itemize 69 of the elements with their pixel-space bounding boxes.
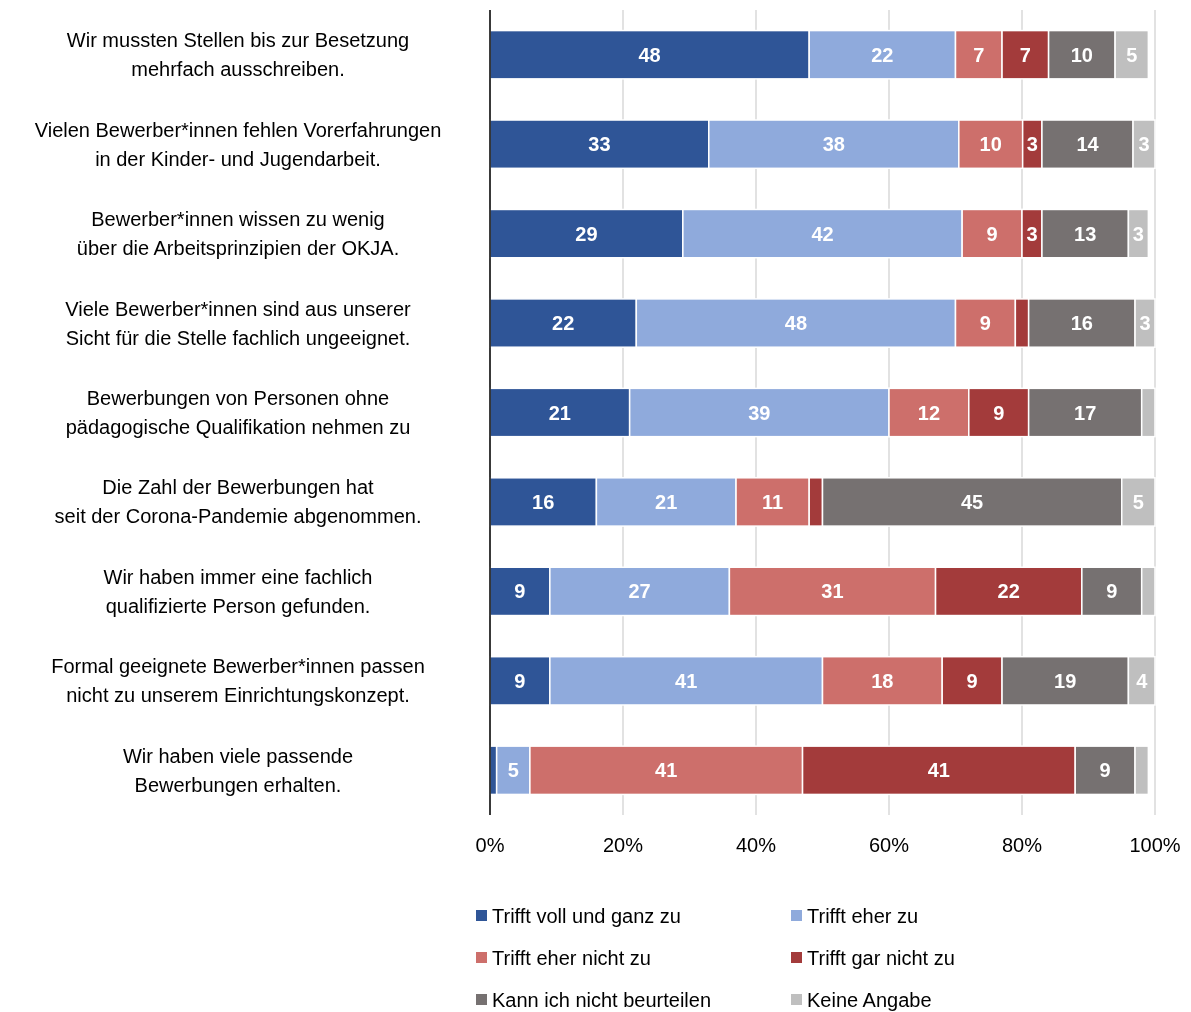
data-label: 3 [1026,222,1038,245]
data-label: 22 [552,312,575,335]
data-label: 3 [1026,133,1038,156]
data-label: 16 [532,490,555,513]
x-tick-label: 100% [1129,834,1181,856]
data-label: 9 [986,222,998,245]
data-label: 3 [1138,133,1150,156]
data-label: 9 [1099,759,1111,782]
data-label: 7 [973,43,985,66]
data-label: 3 [1132,222,1144,245]
data-label: 9 [979,312,991,335]
legend-label: Trifft eher nicht zu [492,947,651,969]
data-label: 48 [784,312,808,335]
data-label: 39 [748,401,771,424]
data-label: 10 [1070,43,1093,66]
data-label: 17 [1074,401,1097,424]
y-tick-label: Wir haben immer eine fachlich qualifizierte Person gefunden. [103,565,373,617]
legend-label: Keine Angabe [807,989,932,1011]
x-tick-label: 40% [735,834,777,856]
data-label: 19 [1054,669,1077,692]
y-tick-label: Wir haben viele passende Bewerbungen erhalten. [122,744,354,796]
data-label: 14 [1076,133,1100,156]
data-label: 7 [1019,43,1031,66]
data-label: 13 [1074,222,1097,245]
data-label: 41 [927,759,950,782]
data-label: 21 [548,401,571,424]
data-label: 9 [1106,580,1118,603]
data-label: 3 [1139,312,1151,335]
legend-label: Trifft eher zu [807,905,919,927]
data-label: 9 [993,401,1005,424]
data-label: 10 [979,133,1002,156]
data-label: 42 [811,222,834,245]
x-tick-label: 0% [475,834,505,856]
data-label: 31 [821,580,844,603]
data-label: 5 [1126,43,1138,66]
data-label: 22 [997,580,1020,603]
data-label: 41 [675,669,698,692]
data-label: 12 [917,401,941,424]
data-label: 5 [1132,490,1144,513]
y-tick-label: Vielen Bewerber*innen fehlen Vorerfahrungen in der Kinder- und Jugendarbeit. [34,118,442,170]
legend-label: Trifft gar nicht zu [807,947,955,969]
y-tick-label: Viele Bewerber*innen sind aus unserer Sicht für die Stelle fachlich ungeeignet. [65,297,412,349]
data-label: 9 [966,669,978,692]
data-label: 38 [822,133,845,156]
y-tick-label: Wir mussten Stellen bis zur Besetzung mehrfach ausschreiben. [66,29,410,81]
data-label: 21 [655,490,678,513]
data-label: 48 [638,43,661,66]
legend-label: Trifft voll und ganz zu [492,905,681,927]
data-label: 5 [507,759,519,782]
y-tick-label: Bewerbungen von Personen ohne pädagogische Qualifikation nehmen zu [65,387,411,438]
x-tick-label: 60% [868,834,910,856]
y-tick-label: Bewerber*innen wissen zu wenig über die Arbeitsprinzipien der OKJA. [76,208,400,260]
y-tick-label: Formal geeignete Bewerber*innen passen nicht zu unserem Einrichtungskonzept. [51,655,425,707]
x-tick-label: 20% [602,834,644,856]
data-label: 18 [871,669,894,692]
y-tick-label: Die Zahl der Bewerbungen hat seit der Corona-Pandemie abgenommen. [54,476,422,528]
data-label: 11 [762,490,784,513]
data-label: 41 [655,759,678,782]
data-label: 27 [628,580,651,603]
data-label: 45 [961,490,984,513]
data-label: 16 [1070,312,1093,335]
data-label: 4 [1136,669,1149,692]
data-label: 33 [588,133,611,156]
data-label: 9 [514,669,526,692]
x-tick-label: 80% [1001,834,1043,856]
legend-label: Kann ich nicht beurteilen [492,989,712,1011]
data-label: 29 [575,222,598,245]
data-label: 22 [871,43,894,66]
data-label: 9 [514,580,526,603]
